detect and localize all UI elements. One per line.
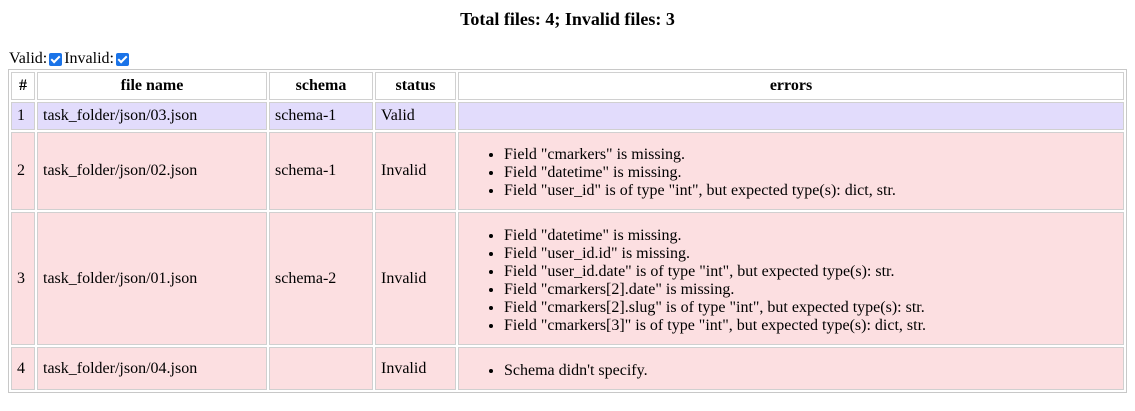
summary-heading: Total files: 4; Invalid files: 3 (460, 9, 675, 29)
error-item: Field "cmarkers[2].slug" is of type "int… (504, 299, 1118, 317)
error-item: Field "cmarkers[2].date" is missing. (504, 281, 1118, 299)
schema-cell: schema-1 (269, 132, 373, 210)
status-filter: Valid: Invalid: (9, 50, 131, 68)
error-list: Field "cmarkers" is missing. Field "date… (464, 146, 1118, 200)
valid-checkbox[interactable] (49, 52, 63, 66)
error-item: Field "datetime" is missing. (504, 164, 1118, 182)
schema-cell: schema-1 (269, 102, 373, 130)
errors-cell: Schema didn't specify. (458, 347, 1124, 390)
col-header-file-name: file name (37, 72, 267, 100)
error-item: Field "user_id.date" is of type "int", b… (504, 263, 1118, 281)
schema-cell (269, 347, 373, 390)
row-number: 2 (11, 132, 35, 210)
error-item: Schema didn't specify. (504, 362, 1118, 380)
error-item: Field "datetime" is missing. (504, 227, 1118, 245)
table-header-row: # file name schema status errors (11, 72, 1124, 100)
file-name-cell: task_folder/json/03.json (37, 102, 267, 130)
col-header-schema: schema (269, 72, 373, 100)
file-name-cell: task_folder/json/02.json (37, 132, 267, 210)
table-row: 2 task_folder/json/02.json schema-1 Inva… (11, 132, 1124, 210)
status-cell: Invalid (375, 212, 456, 345)
table-row: 3 task_folder/json/01.json schema-2 Inva… (11, 212, 1124, 345)
col-header-status: status (375, 72, 456, 100)
status-cell: Invalid (375, 347, 456, 390)
col-header-errors: errors (458, 72, 1124, 100)
error-list: Schema didn't specify. (464, 362, 1118, 380)
row-number: 3 (11, 212, 35, 345)
error-item: Field "user_id.id" is missing. (504, 245, 1118, 263)
invalid-filter-label: Invalid: (64, 50, 114, 67)
results-table: # file name schema status errors 1 task_… (8, 69, 1127, 393)
table-row: 1 task_folder/json/03.json schema-1 Vali… (11, 102, 1124, 130)
table-row: 4 task_folder/json/04.json Invalid Schem… (11, 347, 1124, 390)
error-list: Field "datetime" is missing. Field "user… (464, 227, 1118, 335)
errors-cell (458, 102, 1124, 130)
valid-filter-label: Valid: (9, 50, 48, 67)
status-cell: Valid (375, 102, 456, 130)
error-item: Field "cmarkers[3]" is of type "int", bu… (504, 317, 1118, 335)
status-cell: Invalid (375, 132, 456, 210)
errors-cell: Field "datetime" is missing. Field "user… (458, 212, 1124, 345)
errors-cell: Field "cmarkers" is missing. Field "date… (458, 132, 1124, 210)
file-name-cell: task_folder/json/04.json (37, 347, 267, 390)
error-item: Field "user_id" is of type "int", but ex… (504, 182, 1118, 200)
row-number: 1 (11, 102, 35, 130)
error-item: Field "cmarkers" is missing. (504, 146, 1118, 164)
row-number: 4 (11, 347, 35, 390)
schema-cell: schema-2 (269, 212, 373, 345)
file-name-cell: task_folder/json/01.json (37, 212, 267, 345)
col-header-number: # (11, 72, 35, 100)
invalid-checkbox[interactable] (115, 52, 129, 66)
